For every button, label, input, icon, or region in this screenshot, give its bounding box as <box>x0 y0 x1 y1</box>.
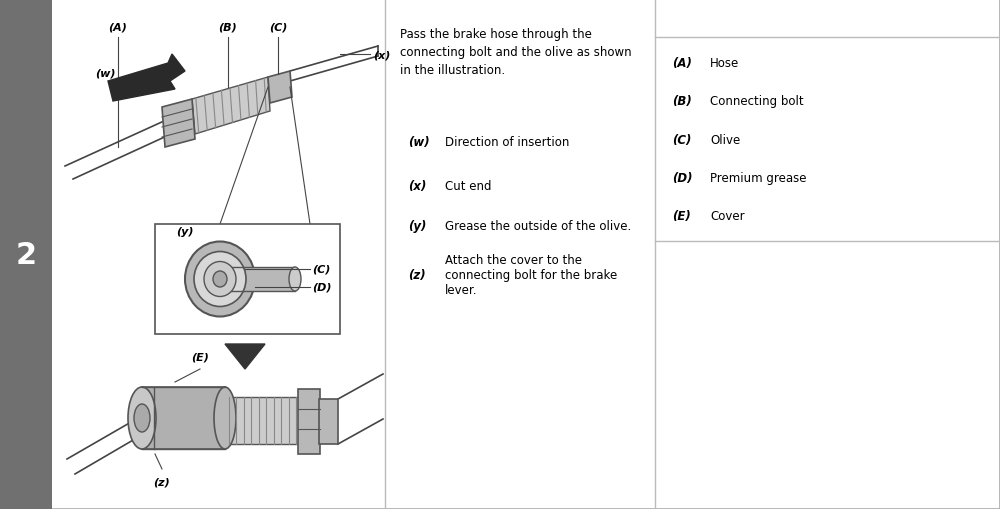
Ellipse shape <box>185 242 255 317</box>
Bar <box>225 397 300 444</box>
Text: (D): (D) <box>312 282 332 293</box>
Bar <box>319 399 338 444</box>
Text: (D): (D) <box>672 172 692 185</box>
Text: Olive: Olive <box>710 133 740 147</box>
Text: Direction of insertion: Direction of insertion <box>445 136 569 149</box>
Text: Hose: Hose <box>710 57 739 70</box>
Polygon shape <box>162 100 195 148</box>
Bar <box>298 389 320 454</box>
Ellipse shape <box>128 387 156 449</box>
Text: Premium grease: Premium grease <box>710 172 806 185</box>
Bar <box>225 267 295 292</box>
Text: (C): (C) <box>312 265 330 274</box>
Polygon shape <box>108 55 185 102</box>
Text: (y): (y) <box>408 220 426 233</box>
Text: (E): (E) <box>672 210 691 223</box>
Ellipse shape <box>213 271 227 288</box>
Polygon shape <box>192 78 270 135</box>
Text: 2: 2 <box>15 241 37 270</box>
Text: Pass the brake hose through the
connecting bolt and the olive as shown
in the il: Pass the brake hose through the connecti… <box>400 28 632 77</box>
Polygon shape <box>225 344 265 369</box>
Text: (B): (B) <box>672 95 692 108</box>
Text: (B): (B) <box>219 22 237 32</box>
Polygon shape <box>268 72 292 104</box>
Bar <box>142 387 225 449</box>
Text: (x): (x) <box>408 179 426 192</box>
Text: (A): (A) <box>109 22 127 32</box>
Bar <box>0 0 52 509</box>
Text: (x): (x) <box>373 50 390 60</box>
Ellipse shape <box>204 262 236 297</box>
Text: Cut end: Cut end <box>445 179 492 192</box>
Bar <box>155 224 340 334</box>
Text: (z): (z) <box>408 268 426 281</box>
Text: Grease the outside of the olive.: Grease the outside of the olive. <box>445 220 631 233</box>
Ellipse shape <box>134 404 150 432</box>
Ellipse shape <box>194 252 246 307</box>
Ellipse shape <box>214 387 236 449</box>
Text: (z): (z) <box>154 477 170 487</box>
Text: (C): (C) <box>672 133 691 147</box>
Text: Cover: Cover <box>710 210 745 223</box>
Text: (C): (C) <box>269 22 287 32</box>
Text: (w): (w) <box>408 136 430 149</box>
Text: Attach the cover to the
connecting bolt for the brake
lever.: Attach the cover to the connecting bolt … <box>445 253 617 296</box>
Text: (E): (E) <box>191 352 209 362</box>
Text: Connecting bolt: Connecting bolt <box>710 95 804 108</box>
Text: (y): (y) <box>176 227 194 237</box>
Ellipse shape <box>289 267 301 292</box>
Text: (w): (w) <box>95 68 116 78</box>
Text: (A): (A) <box>672 57 692 70</box>
